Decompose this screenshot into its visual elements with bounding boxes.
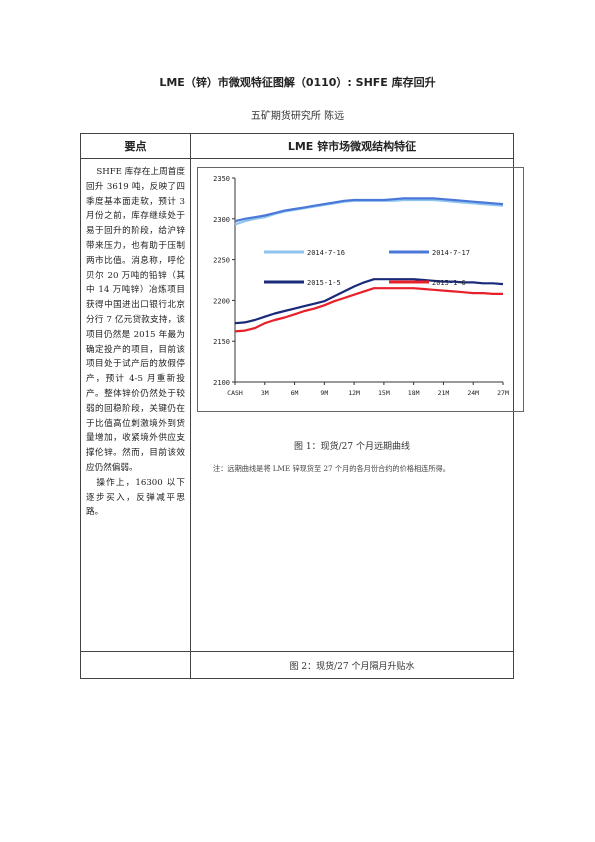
y-tick-label: 2100 xyxy=(213,379,230,387)
y-tick-label: 2300 xyxy=(213,216,230,224)
y-tick-label: 2200 xyxy=(213,297,230,305)
x-tick-label: 9M xyxy=(320,389,328,397)
y-tick-label: 2150 xyxy=(213,338,230,346)
x-tick-label: 3M xyxy=(261,389,269,397)
figure2-caption: 图 2：现货/27 个月隔月升贴水 xyxy=(190,651,514,679)
forward-curve-chart: 2100 2150 2200 2250 2300 2350 CASH 3M 6M 9M 12M 15M… xyxy=(197,167,524,412)
series-line-2014-7-17 xyxy=(234,197,504,223)
document-title: LME（锌）市微观特征图解（0110）: SHFE 库存回升 xyxy=(159,76,436,89)
empty-cell xyxy=(80,651,191,679)
x-tick-label: CASH xyxy=(227,389,243,397)
legend-label: 2015-1-5 xyxy=(307,279,341,287)
col2-header: LME 锌市场微观结构特征 xyxy=(190,133,514,159)
y-tick-label: 2250 xyxy=(213,257,230,265)
col1-header: 要点 xyxy=(80,133,191,159)
x-tick-label: 27M xyxy=(497,389,509,397)
series-line-2015-1-5 xyxy=(234,278,504,325)
x-tick-label: 21M xyxy=(438,389,450,397)
forward-curve-svg: 2100 2150 2200 2250 2300 2350 CASH 3M 6M 9M 12M 15M… xyxy=(213,175,509,397)
x-tick-label: 15M xyxy=(378,389,390,397)
x-tick-label: 6M xyxy=(291,389,299,397)
figure1-caption: 图 1：现货/27 个月远期曲线 xyxy=(294,442,410,452)
legend-label: 2014-7-17 xyxy=(432,249,470,257)
summary-cell: SHFE 库存在上周首度回升 3619 吨，反映了四季度基本面走软，预计 3 月… xyxy=(80,158,191,652)
legend-label: 2014-7-16 xyxy=(307,249,345,257)
summary-paragraph-2: 操作上，16300 以下逐步买入，反弹减平思路。 xyxy=(86,477,185,518)
chart-cell: 2100 2150 2200 2250 2300 2350 CASH 3M 6M 9M 12M 15M… xyxy=(190,158,524,652)
figure1-note: 注：远期曲线是将 LME 锌现货至 27 个月的各月份合约的价格相连所得。 xyxy=(213,464,450,473)
x-tick-label: 18M xyxy=(408,389,420,397)
legend-label: 2015-1-6 xyxy=(432,279,466,287)
series-line-2015-1-6 xyxy=(234,287,503,333)
analysis-table: 要点 LME 锌市场微观结构特征 SHFE 库存在上周首度回升 3619 吨，反… xyxy=(80,133,524,679)
x-tick-label: 24M xyxy=(467,389,479,397)
x-tick-label: 12M xyxy=(348,389,360,397)
summary-paragraph-1: SHFE 库存在上周首度回升 3619 吨，反映了四季度基本面走软，预计 3 月… xyxy=(86,167,185,473)
author-line: 五矿期货研究所 陈远 xyxy=(250,111,345,122)
y-tick-label: 2350 xyxy=(213,175,230,183)
